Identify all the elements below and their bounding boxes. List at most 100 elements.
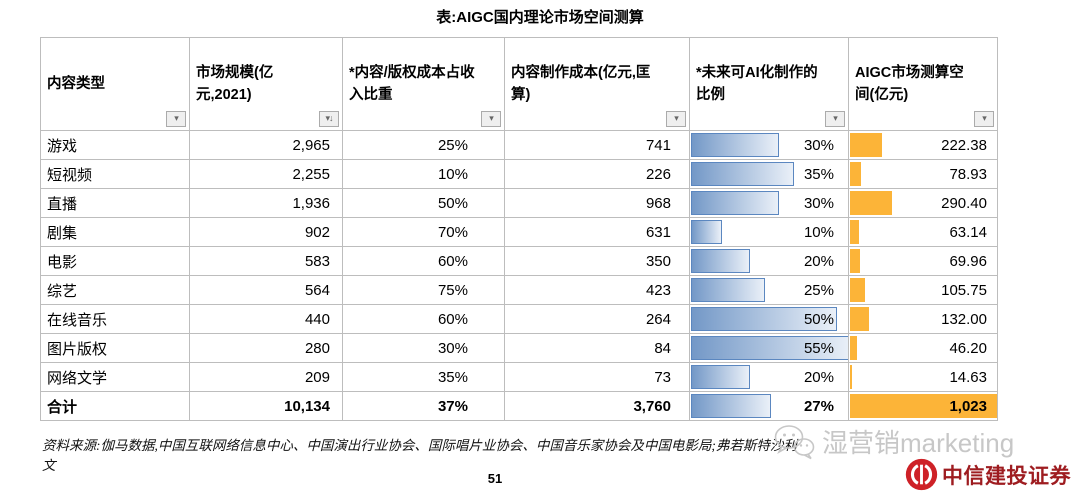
content-type-cell: 剧集: [40, 217, 190, 247]
col-header-label: 内容类型: [47, 75, 105, 92]
content-type-cell: 综艺: [40, 275, 190, 305]
aigc-space-cell: 46.20: [848, 333, 998, 363]
aigc-space-cell: 222.38: [848, 130, 998, 160]
content-type-cell: 直播: [40, 188, 190, 218]
ai-ratio-data-bar: [691, 133, 780, 157]
market-size-cell: 280: [189, 333, 343, 363]
ai-ratio-data-bar: [691, 278, 765, 302]
aigc-space-data-bar: [850, 220, 860, 244]
production-cost-cell: 968: [504, 188, 690, 218]
aigc-space-cell: 69.96: [848, 246, 998, 276]
ai-ratio-data-bar: [691, 249, 751, 273]
col-header-market-size: 市场规模(亿元,2021) ▾↓: [189, 37, 343, 131]
col-header-aigc-space: AIGC市场测算空间(亿元) ▾: [848, 37, 998, 131]
col-header-cost-ratio: *内容/版权成本占收入比重 ▾: [342, 37, 505, 131]
production-cost-cell: 264: [504, 304, 690, 334]
page-number: 51: [487, 471, 503, 486]
production-cost-cell: 350: [504, 246, 690, 276]
ai-ratio-cell: 50%: [689, 304, 849, 334]
ai-ratio-data-bar: [691, 365, 751, 389]
aigc-space-cell: 1,023: [848, 391, 998, 421]
aigc-space-cell: 14.63: [848, 362, 998, 392]
production-cost-cell: 84: [504, 333, 690, 363]
ai-ratio-data-bar: [691, 394, 771, 418]
table-row: 游戏 2,965 25% 741 30% 222.38: [40, 130, 998, 160]
content-type-cell: 合计: [40, 391, 190, 421]
filter-dropdown-icon[interactable]: ▾: [825, 111, 845, 127]
col-header-label: *内容/版权成本占收入比重: [349, 64, 475, 103]
aigc-space-data-bar: [850, 162, 862, 186]
filter-sorted-desc-icon[interactable]: ▾↓: [319, 111, 339, 127]
aigc-space-cell: 105.75: [848, 275, 998, 305]
cost-ratio-cell: 60%: [342, 246, 505, 276]
cost-ratio-cell: 25%: [342, 130, 505, 160]
aigc-space-data-bar: [850, 249, 861, 273]
wechat-icon: [773, 424, 815, 460]
ai-ratio-cell: 35%: [689, 159, 849, 189]
cost-ratio-cell: 60%: [342, 304, 505, 334]
ai-ratio-data-bar: [691, 220, 722, 244]
market-size-cell: 902: [189, 217, 343, 247]
aigc-space-data-bar: [850, 394, 997, 418]
market-size-cell: 1,936: [189, 188, 343, 218]
aigc-space-cell: 78.93: [848, 159, 998, 189]
ai-ratio-cell: 25%: [689, 275, 849, 305]
market-size-cell: 2,255: [189, 159, 343, 189]
market-size-cell: 440: [189, 304, 343, 334]
table-row: 网络文学 209 35% 73 20% 14.63: [40, 362, 998, 392]
table-row: 在线音乐 440 60% 264 50% 132.00: [40, 304, 998, 334]
ai-ratio-data-bar: [691, 191, 780, 215]
filter-dropdown-icon[interactable]: ▾: [481, 111, 501, 127]
table-row: 直播 1,936 50% 968 30% 290.40: [40, 188, 998, 218]
col-header-label: *未来可AI化制作的比例: [696, 64, 818, 103]
aigc-space-data-bar: [850, 307, 870, 331]
aigc-space-data-bar: [850, 133, 883, 157]
content-type-cell: 短视频: [40, 159, 190, 189]
market-size-cell: 10,134: [189, 391, 343, 421]
ai-ratio-data-bar: [691, 307, 837, 331]
table-row: 电影 583 60% 350 20% 69.96: [40, 246, 998, 276]
content-type-cell: 在线音乐: [40, 304, 190, 334]
brand-name: 中信建投证券: [942, 463, 1071, 488]
aigc-space-data-bar: [850, 365, 853, 389]
ai-ratio-cell: 20%: [689, 246, 849, 276]
col-header-label: 市场规模(亿元,2021): [196, 64, 274, 103]
market-size-cell: 2,965: [189, 130, 343, 160]
col-header-production-cost: 内容制作成本(亿元,匡算) ▾: [504, 37, 690, 131]
ai-ratio-cell: 30%: [689, 188, 849, 218]
total-row: 合计 10,134 37% 3,760 27% 1,023: [40, 391, 998, 421]
ai-ratio-cell: 30%: [689, 130, 849, 160]
filter-dropdown-icon[interactable]: ▾: [974, 111, 994, 127]
table-row: 短视频 2,255 10% 226 35% 78.93: [40, 159, 998, 189]
production-cost-cell: 73: [504, 362, 690, 392]
table-row: 剧集 902 70% 631 10% 63.14: [40, 217, 998, 247]
content-type-cell: 游戏: [40, 130, 190, 160]
col-header-content-type: 内容类型 ▾: [40, 37, 190, 131]
ai-ratio-cell: 55%: [689, 333, 849, 363]
cost-ratio-cell: 35%: [342, 362, 505, 392]
col-header-label: 内容制作成本(亿元,匡算): [511, 64, 651, 103]
content-type-cell: 网络文学: [40, 362, 190, 392]
aigc-space-data-bar: [850, 278, 866, 302]
source-note: 资料来源:伽马数据,中国互联网络信息中心、中国演出行业协会、国际唱片业协会、中国…: [42, 438, 797, 473]
cost-ratio-cell: 50%: [342, 188, 505, 218]
filter-dropdown-icon[interactable]: ▾: [166, 111, 186, 127]
market-size-cell: 564: [189, 275, 343, 305]
ai-ratio-cell: 10%: [689, 217, 849, 247]
header-row: 内容类型 ▾ 市场规模(亿元,2021) ▾↓ *内容/版权成本占收入比重 ▾ 内容制…: [40, 37, 998, 131]
ai-ratio-cell: 20%: [689, 362, 849, 392]
col-header-label: AIGC市场测算空间(亿元): [855, 64, 964, 103]
aigc-space-data-bar: [850, 191, 892, 215]
aigc-space-cell: 132.00: [848, 304, 998, 334]
production-cost-cell: 3,760: [504, 391, 690, 421]
ai-ratio-data-bar: [691, 162, 794, 186]
cost-ratio-cell: 10%: [342, 159, 505, 189]
table-row: 综艺 564 75% 423 25% 105.75: [40, 275, 998, 305]
filter-dropdown-icon[interactable]: ▾: [666, 111, 686, 127]
production-cost-cell: 741: [504, 130, 690, 160]
content-type-cell: 图片版权: [40, 333, 190, 363]
col-header-ai-ratio: *未来可AI化制作的比例 ▾: [689, 37, 849, 131]
table-row: 图片版权 280 30% 84 55% 46.20: [40, 333, 998, 363]
watermark-label: 湿营销marketing: [822, 428, 1015, 458]
